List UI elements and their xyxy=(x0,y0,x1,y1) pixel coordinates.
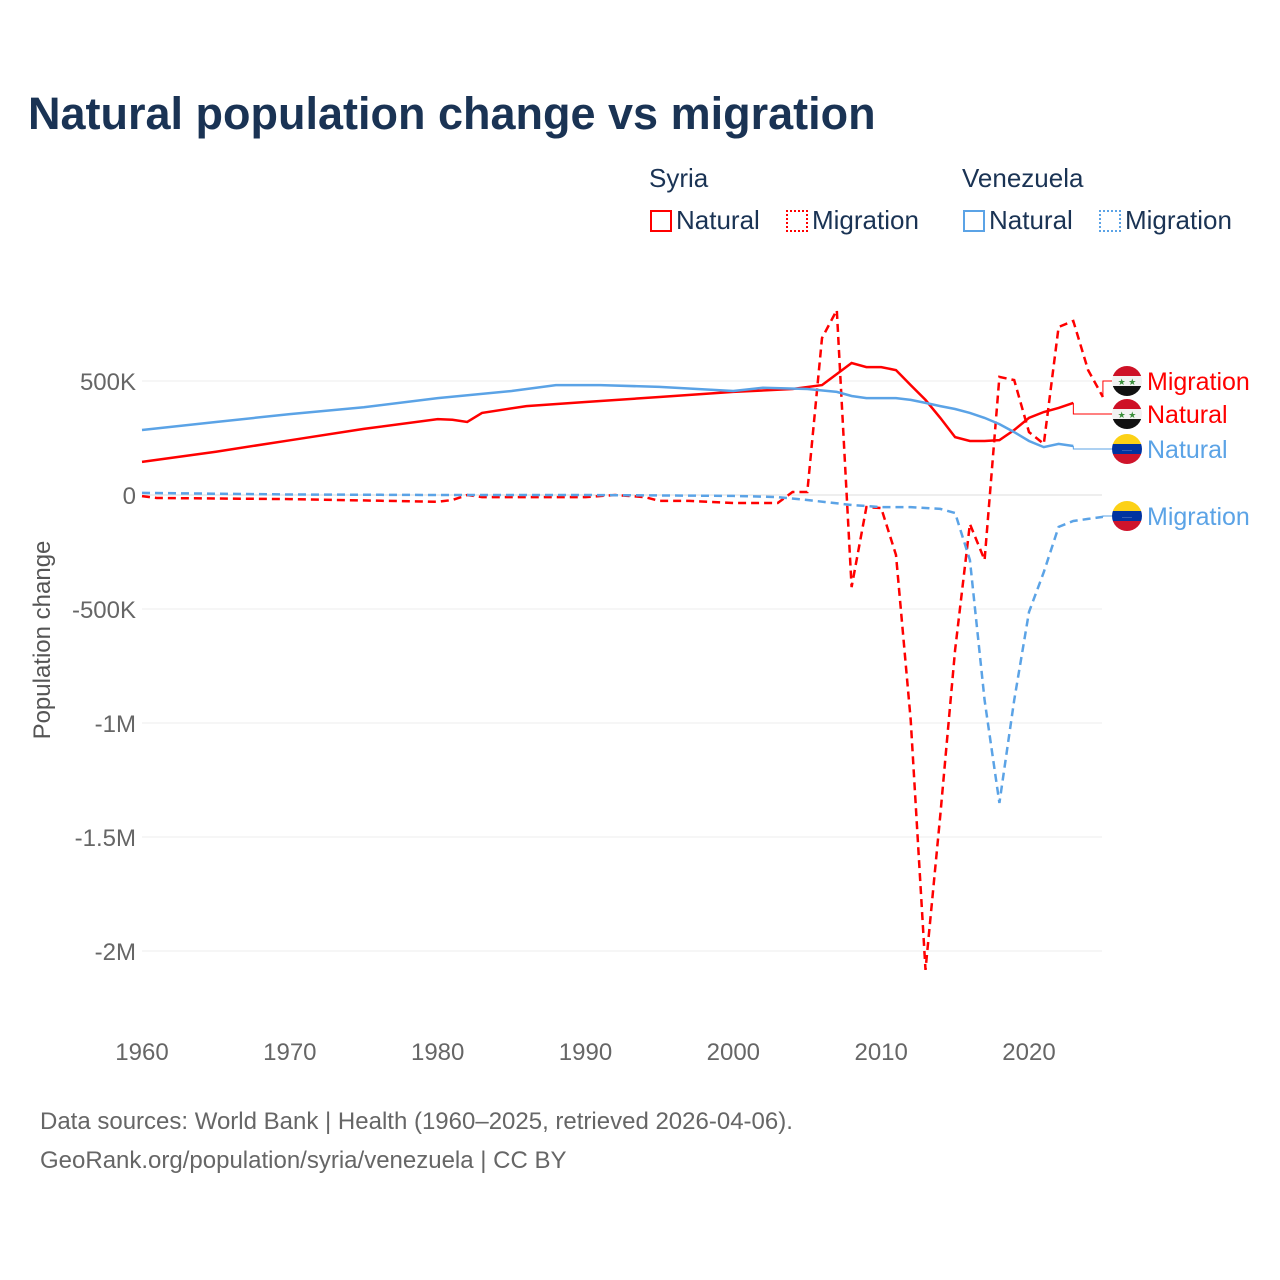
legend-group-syria: Syria xyxy=(649,163,709,193)
footer-attribution[interactable]: GeoRank.org/population/syria/venezuela |… xyxy=(40,1147,567,1174)
flag-stripe xyxy=(1112,434,1142,444)
y-tick-label: 500K xyxy=(80,369,136,396)
venezuela-flag-icon: ····· xyxy=(1112,434,1142,464)
syria-flag-icon: ★ ★ xyxy=(1112,399,1142,429)
x-tick-label: 2000 xyxy=(707,1039,760,1066)
x-tick-label: 2020 xyxy=(1002,1039,1055,1066)
legend-syria-natural[interactable]: Natural xyxy=(650,205,760,236)
legend-swatch-dotted-red xyxy=(786,209,808,232)
x-tick-label: 1980 xyxy=(411,1039,464,1066)
flag-stripe xyxy=(1112,376,1142,386)
legend-syria-migration[interactable]: Migration xyxy=(786,205,919,236)
legend-venezuela-migration[interactable]: Migration xyxy=(1099,205,1232,236)
series-venezuela-migration xyxy=(141,491,1104,804)
venezuela-flag-icon: ····· xyxy=(1112,501,1142,531)
end-label: Natural xyxy=(1147,401,1228,429)
legend-label: Migration xyxy=(1125,205,1232,235)
flag-stars: ····· xyxy=(1122,448,1132,454)
y-tick-label: -1M xyxy=(95,711,136,738)
flag-stripe xyxy=(1112,511,1142,521)
flag-stripe xyxy=(1112,409,1142,419)
legend-label: Natural xyxy=(676,205,760,235)
end-label: Migration xyxy=(1147,368,1250,396)
y-tick-label: -500K xyxy=(72,597,136,624)
legend-label: Natural xyxy=(989,205,1073,235)
legend-venezuela-natural[interactable]: Natural xyxy=(963,205,1073,236)
legend-swatch-solid-red xyxy=(650,209,672,232)
x-tick-label: 2010 xyxy=(854,1039,907,1066)
label-connector xyxy=(1102,380,1112,397)
flag-stripe xyxy=(1112,386,1142,396)
end-label: Natural xyxy=(1147,436,1228,464)
label-connector xyxy=(1072,402,1112,415)
x-tick-label: 1990 xyxy=(559,1039,612,1066)
legend-label: Migration xyxy=(812,205,919,235)
flag-stripe xyxy=(1112,444,1142,454)
legend-swatch-solid-blue xyxy=(963,209,985,232)
flag-stars: ★ ★ xyxy=(1118,410,1137,420)
syria-flag-icon: ★ ★ xyxy=(1112,366,1142,396)
y-tick-label: -2M xyxy=(95,939,136,966)
series-syria-natural xyxy=(141,361,1074,464)
label-connector xyxy=(1102,515,1112,517)
flag-stripe xyxy=(1112,366,1142,376)
y-axis-label: Population change xyxy=(29,541,56,740)
flag-stripe xyxy=(1112,501,1142,511)
legend-swatch-dotted-blue xyxy=(1099,209,1121,232)
label-connector xyxy=(1072,445,1112,450)
legend-group-venezuela: Venezuela xyxy=(962,163,1084,193)
chart-title: Natural population change vs migration xyxy=(28,88,876,139)
flag-stars: ★ ★ xyxy=(1118,377,1137,387)
flag-stripe xyxy=(1112,399,1142,409)
flag-stripe xyxy=(1112,454,1142,464)
series-syria-migration xyxy=(141,305,1104,971)
end-label: Migration xyxy=(1147,503,1250,531)
flag-stars: ····· xyxy=(1122,515,1132,521)
y-tick-label: -1.5M xyxy=(75,825,136,852)
footer-sources: Data sources: World Bank | Health (1960–… xyxy=(40,1108,793,1135)
series-venezuela-natural xyxy=(141,383,1074,449)
x-tick-label: 1960 xyxy=(115,1039,168,1066)
x-tick-label: 1970 xyxy=(263,1039,316,1066)
y-tick-label: 0 xyxy=(123,483,136,510)
flag-stripe xyxy=(1112,521,1142,531)
flag-stripe xyxy=(1112,419,1142,429)
